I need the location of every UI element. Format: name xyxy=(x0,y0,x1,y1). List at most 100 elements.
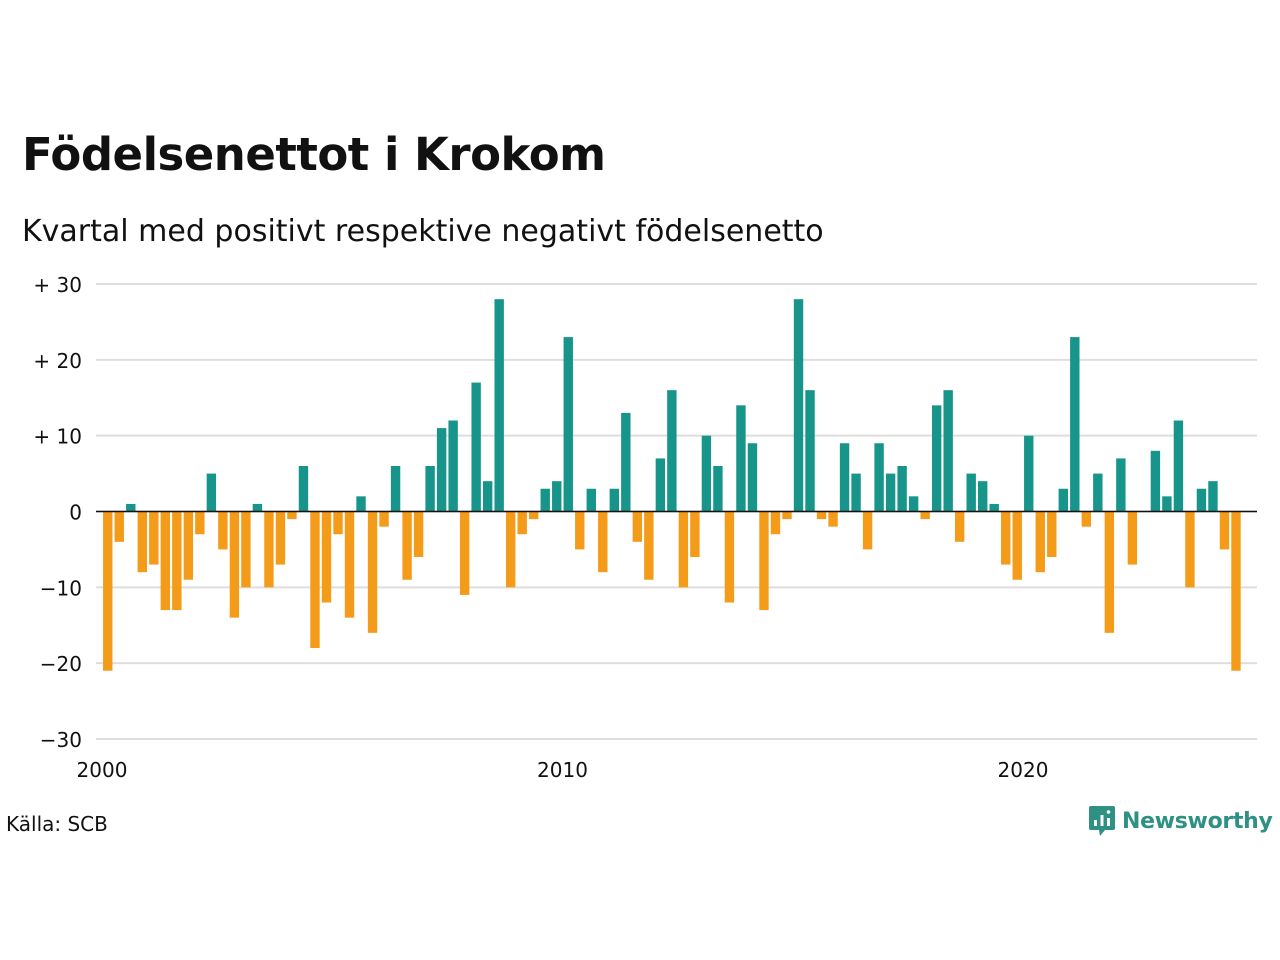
bar xyxy=(978,481,988,512)
bar xyxy=(459,511,470,595)
bar xyxy=(1012,511,1022,580)
bar xyxy=(575,511,585,550)
bar xyxy=(436,428,447,512)
bar xyxy=(195,511,205,535)
bar xyxy=(1208,481,1218,512)
bar xyxy=(1058,488,1068,512)
bar xyxy=(310,511,320,648)
bar xyxy=(1116,458,1126,512)
bar xyxy=(264,511,274,588)
bar xyxy=(1162,496,1172,512)
bar xyxy=(954,511,965,542)
bar xyxy=(137,511,147,573)
bar xyxy=(298,466,309,512)
bar xyxy=(931,405,942,512)
bar xyxy=(413,511,424,557)
bar xyxy=(172,511,182,611)
bar xyxy=(275,511,286,565)
bar xyxy=(402,511,412,580)
bar xyxy=(1081,511,1092,527)
bar xyxy=(713,466,723,512)
bar xyxy=(598,511,608,573)
bar xyxy=(482,481,493,512)
bar xyxy=(1173,420,1184,512)
y-tick-label: −30 xyxy=(40,728,82,752)
y-tick-label: + 10 xyxy=(33,425,82,449)
bar xyxy=(1001,511,1011,565)
bar xyxy=(149,511,159,565)
bar xyxy=(517,511,527,535)
logo-text: Newsworthy xyxy=(1122,808,1273,834)
bar xyxy=(494,299,504,512)
bar xyxy=(609,488,620,512)
bar xyxy=(1127,511,1138,565)
y-tick-label: −10 xyxy=(40,576,82,600)
bar xyxy=(678,511,689,588)
chart-subtitle: Kvartal med positivt respektive negativt… xyxy=(22,214,824,249)
bar xyxy=(816,511,827,520)
bar xyxy=(425,466,435,512)
x-axis-ticks: 2000 2010 2020 xyxy=(77,758,1049,782)
bar xyxy=(505,511,516,588)
bar xyxy=(897,466,907,512)
bar xyxy=(920,511,930,520)
bar xyxy=(344,511,355,618)
bar xyxy=(241,511,251,588)
bar xyxy=(471,382,481,512)
y-tick-label: + 20 xyxy=(33,349,82,373)
x-tick-label: 2010 xyxy=(537,758,588,782)
bar xyxy=(701,435,712,512)
bar xyxy=(103,511,113,671)
bar xyxy=(1035,511,1045,573)
bar xyxy=(1047,511,1057,557)
bar xyxy=(367,511,378,633)
bar xyxy=(160,511,171,611)
bar xyxy=(333,511,343,535)
bar xyxy=(1024,435,1034,512)
bar xyxy=(793,299,804,512)
bar xyxy=(621,412,631,512)
bar xyxy=(218,511,228,550)
bar xyxy=(114,511,124,542)
bar xyxy=(770,511,781,535)
bar xyxy=(287,511,297,520)
bar xyxy=(552,481,562,512)
source-note: Källa: SCB xyxy=(6,812,108,836)
x-tick-label: 2000 xyxy=(77,758,128,782)
bar xyxy=(1104,511,1115,633)
bar xyxy=(586,488,596,512)
bar xyxy=(632,511,643,542)
bar xyxy=(989,503,999,512)
bar xyxy=(828,511,838,527)
bar xyxy=(805,390,815,512)
bar xyxy=(529,511,539,520)
bar xyxy=(1231,511,1241,671)
bar xyxy=(563,337,573,512)
bar xyxy=(356,496,366,512)
bar xyxy=(321,511,332,603)
bar xyxy=(1185,511,1195,588)
chart-title: Födelsenettot i Krokom xyxy=(22,128,606,181)
bar xyxy=(966,473,976,512)
y-tick-label: 0 xyxy=(69,501,82,525)
bar xyxy=(862,511,873,550)
bar xyxy=(390,466,401,512)
y-axis-ticks: + 30 + 20 + 10 0 −10 −20 −30 xyxy=(33,273,82,752)
bar xyxy=(655,458,666,512)
bar xyxy=(1196,488,1207,512)
bar xyxy=(206,473,217,512)
bar xyxy=(448,420,458,512)
bar xyxy=(644,511,654,580)
y-tick-label: + 30 xyxy=(33,273,82,297)
bar xyxy=(667,390,677,512)
bar xyxy=(252,503,263,512)
bar xyxy=(943,390,953,512)
bar xyxy=(1070,337,1080,512)
newsworthy-logo: Newsworthy xyxy=(1088,804,1273,838)
bar xyxy=(885,473,896,512)
bar xyxy=(724,511,735,603)
chart-speech-bubble-icon xyxy=(1089,806,1115,836)
bars xyxy=(103,299,1241,671)
bar xyxy=(782,511,792,520)
bar xyxy=(839,443,850,512)
